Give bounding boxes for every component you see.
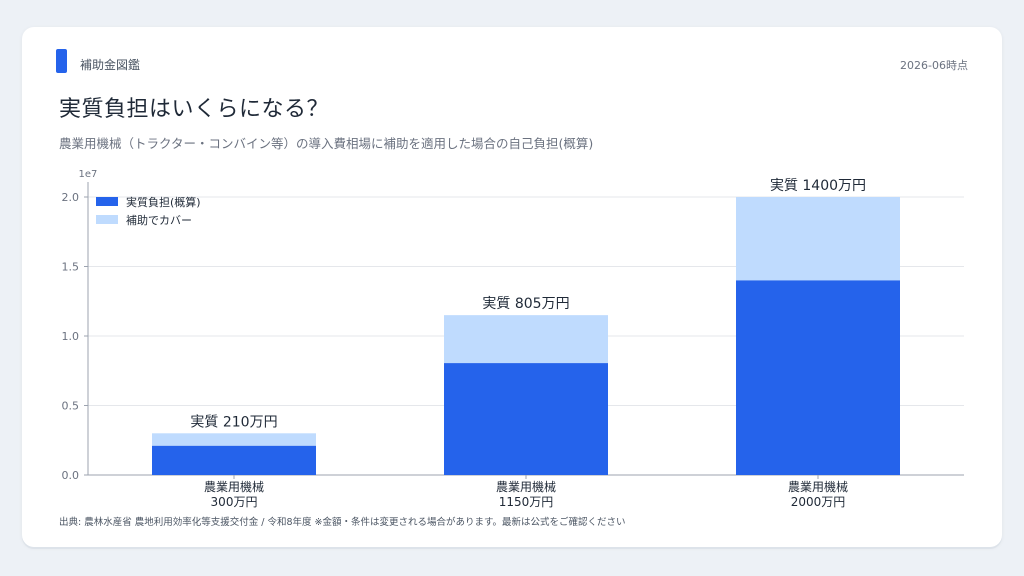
legend-label: 補助でカバー bbox=[126, 213, 192, 227]
bar-net-cost bbox=[444, 363, 608, 475]
legend-label: 実質負担(概算) bbox=[126, 195, 201, 209]
x-tick-label: 農業用機械 bbox=[496, 479, 556, 494]
bar-data-label: 実質 210万円 bbox=[190, 414, 277, 430]
bar-subsidy bbox=[736, 197, 900, 281]
legend-swatch bbox=[96, 215, 118, 224]
y-tick-label: 0.5 bbox=[62, 400, 80, 413]
page-title: 実質負担はいくらになる？ bbox=[59, 97, 330, 122]
x-tick-label: 農業用機械 bbox=[788, 479, 848, 494]
x-tick-label: 2000万円 bbox=[791, 495, 846, 509]
chart-card: 補助金図鑑 2026-06時点 実質負担はいくらになる？ 農業用機械（トラクター… bbox=[22, 27, 1002, 547]
bar-data-label: 実質 805万円 bbox=[482, 296, 569, 312]
legend-swatch bbox=[96, 197, 118, 206]
y-tick-label: 0.0 bbox=[62, 469, 80, 482]
bar-net-cost bbox=[152, 445, 316, 475]
x-tick-label: 1150万円 bbox=[499, 495, 554, 509]
y-tick-label: 1.5 bbox=[62, 261, 80, 274]
bar-net-cost bbox=[736, 280, 900, 475]
y-tick-label: 1.0 bbox=[62, 330, 80, 343]
brand-accent-bar bbox=[56, 49, 67, 73]
brand-label: 補助金図鑑 bbox=[80, 58, 141, 72]
y-offset-label: 1e7 bbox=[79, 169, 98, 180]
bar-data-label: 実質 1400万円 bbox=[770, 178, 866, 194]
bar-subsidy bbox=[444, 315, 608, 364]
page-subtitle: 農業用機械（トラクター・コンバイン等）の導入費相場に補助を適用した場合の自己負担… bbox=[59, 136, 594, 151]
x-tick-label: 300万円 bbox=[211, 495, 258, 509]
x-tick-label: 農業用機械 bbox=[204, 479, 264, 494]
bar-subsidy bbox=[152, 433, 316, 446]
y-tick-label: 2.0 bbox=[62, 191, 80, 204]
as-of-date: 2026-06時点 bbox=[900, 59, 968, 72]
source-note: 出典: 農林水産省 農地利用効率化等支援交付金 / 令和8年度 ※金額・条件は変… bbox=[59, 517, 626, 528]
